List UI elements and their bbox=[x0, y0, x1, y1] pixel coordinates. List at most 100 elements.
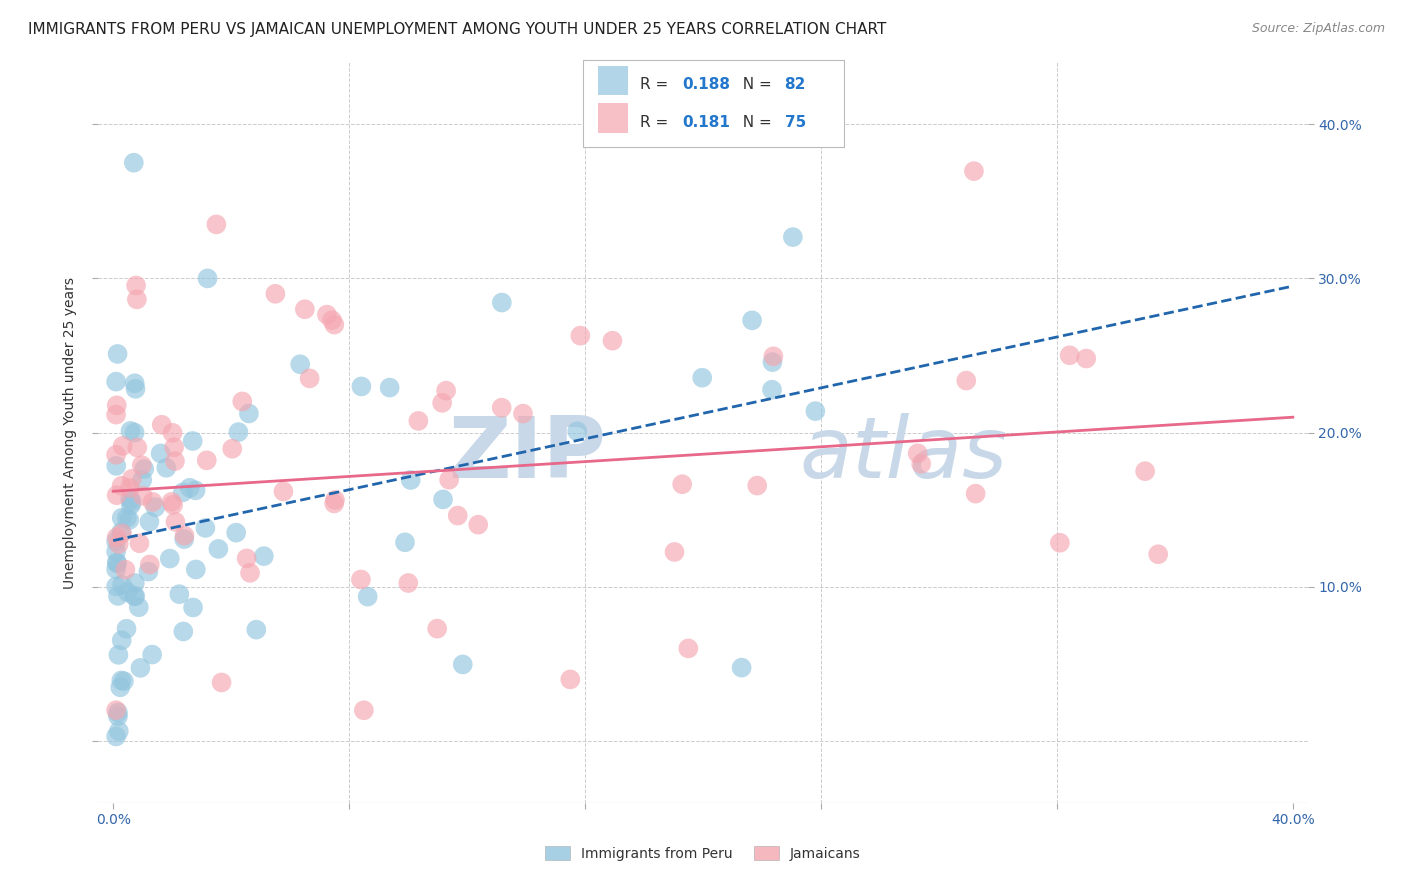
Point bbox=[129, 661, 152, 675]
Point bbox=[678, 641, 700, 656]
Point bbox=[120, 424, 142, 438]
Point bbox=[323, 496, 346, 510]
Text: 75: 75 bbox=[785, 115, 806, 129]
Point bbox=[107, 347, 129, 361]
Point bbox=[134, 462, 156, 476]
Point bbox=[761, 383, 783, 397]
Point bbox=[124, 376, 146, 391]
Point bbox=[205, 218, 228, 232]
Point bbox=[107, 709, 129, 723]
Point bbox=[221, 442, 243, 456]
Point bbox=[225, 525, 247, 540]
Point bbox=[115, 511, 138, 525]
Point bbox=[128, 600, 150, 615]
Point bbox=[120, 498, 142, 512]
Text: 82: 82 bbox=[785, 78, 806, 92]
Point bbox=[131, 473, 153, 487]
Point bbox=[194, 521, 217, 535]
Point bbox=[1147, 547, 1170, 561]
Point bbox=[125, 293, 148, 307]
Point bbox=[124, 589, 146, 603]
Point bbox=[105, 375, 128, 389]
Point bbox=[762, 349, 785, 363]
Point bbox=[447, 508, 470, 523]
Text: 0.188: 0.188 bbox=[682, 78, 730, 92]
Point bbox=[131, 489, 153, 503]
Point bbox=[761, 355, 783, 369]
Point bbox=[782, 230, 804, 244]
Point bbox=[159, 551, 181, 566]
Point bbox=[211, 675, 233, 690]
Point bbox=[124, 576, 146, 591]
Text: R =: R = bbox=[640, 115, 673, 129]
Point bbox=[160, 495, 183, 509]
Point bbox=[124, 589, 146, 603]
Point bbox=[105, 556, 128, 570]
Point bbox=[426, 622, 449, 636]
Point bbox=[111, 439, 134, 453]
Point bbox=[173, 529, 195, 543]
Point bbox=[118, 481, 141, 495]
Point bbox=[179, 481, 201, 495]
Y-axis label: Unemployment Among Youth under 25 years: Unemployment Among Youth under 25 years bbox=[63, 277, 77, 589]
Text: N =: N = bbox=[733, 115, 776, 129]
Point bbox=[294, 302, 316, 317]
Point bbox=[105, 408, 128, 422]
Point bbox=[125, 278, 148, 293]
Point bbox=[169, 587, 191, 601]
Point bbox=[141, 648, 163, 662]
Point bbox=[107, 648, 129, 662]
Point bbox=[965, 486, 987, 500]
Point bbox=[671, 477, 693, 491]
Point bbox=[110, 681, 132, 695]
Text: IMMIGRANTS FROM PERU VS JAMAICAN UNEMPLOYMENT AMONG YOUTH UNDER 25 YEARS CORRELA: IMMIGRANTS FROM PERU VS JAMAICAN UNEMPLO… bbox=[28, 22, 887, 37]
Point bbox=[150, 417, 173, 432]
Point bbox=[172, 624, 194, 639]
Point bbox=[118, 513, 141, 527]
Text: atlas: atlas bbox=[800, 413, 1008, 496]
Point bbox=[165, 515, 187, 529]
Point bbox=[138, 515, 160, 529]
Point bbox=[105, 531, 128, 545]
Point bbox=[184, 562, 207, 576]
Point bbox=[569, 328, 592, 343]
Point bbox=[122, 155, 145, 169]
Point bbox=[430, 396, 453, 410]
Point bbox=[105, 448, 128, 462]
Point bbox=[162, 425, 184, 440]
Point bbox=[105, 488, 128, 502]
Point bbox=[910, 457, 932, 471]
Point bbox=[357, 590, 380, 604]
Point bbox=[107, 724, 129, 739]
Point bbox=[273, 484, 295, 499]
Point bbox=[110, 524, 132, 539]
Point bbox=[467, 517, 489, 532]
Point bbox=[432, 492, 454, 507]
Point bbox=[238, 407, 260, 421]
Point bbox=[804, 404, 827, 418]
Point bbox=[1076, 351, 1098, 366]
Point bbox=[245, 623, 267, 637]
Point bbox=[155, 460, 177, 475]
Point bbox=[127, 441, 149, 455]
Point bbox=[110, 479, 132, 493]
Point bbox=[451, 657, 474, 672]
Point bbox=[172, 485, 194, 500]
Point bbox=[323, 318, 346, 332]
Point bbox=[235, 551, 257, 566]
Point bbox=[184, 483, 207, 498]
Point bbox=[491, 295, 513, 310]
Point bbox=[107, 537, 129, 551]
Point bbox=[117, 585, 139, 599]
Point bbox=[149, 446, 172, 460]
Text: ZIP: ZIP bbox=[449, 413, 606, 496]
Point bbox=[955, 374, 977, 388]
Point bbox=[121, 495, 143, 509]
Point bbox=[963, 164, 986, 178]
Point bbox=[105, 703, 128, 717]
Point bbox=[107, 589, 129, 603]
Point bbox=[105, 458, 128, 473]
Point bbox=[560, 673, 582, 687]
Point bbox=[181, 600, 204, 615]
Point bbox=[120, 492, 142, 507]
